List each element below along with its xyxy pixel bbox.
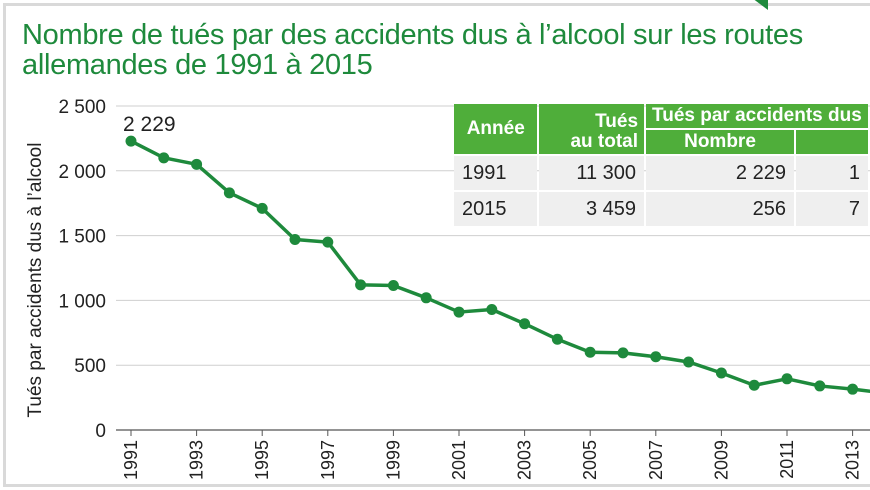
data-point (355, 279, 367, 291)
cell-extra: 1 (795, 156, 868, 190)
corner-mark (752, 0, 768, 10)
data-point (683, 356, 695, 368)
cell-nombre: 2 229 (646, 156, 794, 190)
x-tick-label: 1997 (318, 440, 338, 480)
cell-annee: 1991 (454, 156, 538, 190)
data-point (781, 373, 793, 385)
data-point (125, 135, 137, 147)
header-tues-total-line1: Tués (595, 111, 639, 132)
x-tick-label: 2007 (646, 440, 666, 480)
data-point (387, 279, 399, 291)
data-point (617, 347, 629, 359)
x-tick-label: 1993 (187, 440, 207, 480)
cell-total: 11 300 (539, 156, 645, 190)
series-line (130, 139, 870, 394)
y-tick-label: 0 (95, 421, 106, 442)
data-point (256, 202, 268, 214)
cell-total: 3 459 (539, 192, 645, 226)
data-label: 2 229 (123, 113, 176, 136)
x-tick-label: 2009 (711, 440, 731, 480)
chart-title: Nombre de tués par des accidents dus à l… (22, 20, 870, 80)
chart-title-line2: allemandes de 1991 à 2015 (22, 49, 373, 81)
cell-extra: 7 (795, 192, 868, 226)
x-tick-label: 1999 (383, 440, 403, 480)
y-tick-label: 2 500 (58, 97, 106, 118)
data-point (715, 367, 727, 379)
x-tick-label: 2001 (449, 440, 469, 480)
data-point (847, 383, 859, 395)
y-tick-label: 1 500 (58, 227, 106, 248)
data-point (322, 236, 334, 248)
x-tick-label: 2005 (580, 440, 600, 480)
data-point (289, 233, 301, 245)
header-annee: Année (454, 104, 538, 154)
data-point (158, 152, 170, 164)
data-point (420, 292, 432, 304)
header-tues-total-line2: au total (570, 131, 639, 152)
header-group: Tués par accidents dus (646, 104, 868, 128)
y-tick-label: 1 000 (58, 291, 106, 312)
chart-title-line1: Nombre de tués par des accidents dus à l… (22, 19, 803, 51)
chart-frame (3, 3, 870, 487)
y-tick-label: 500 (74, 356, 106, 377)
table-row: 2015 3 459 256 7 (454, 192, 868, 226)
data-table: Année Tués au total Tués par accidents d… (452, 102, 870, 228)
x-tick-label: 2013 (843, 440, 863, 480)
header-tues-total: Tués au total (539, 104, 645, 154)
x-tick-label: 1995 (252, 440, 272, 480)
data-point (223, 187, 235, 199)
data-point (814, 380, 826, 392)
data-point (650, 351, 662, 363)
data-point (551, 333, 563, 345)
header-nombre: Nombre (646, 130, 794, 154)
data-point (519, 318, 531, 330)
data-point (191, 158, 203, 170)
cell-nombre: 256 (646, 192, 794, 226)
data-point (486, 303, 498, 315)
header-extra (795, 130, 868, 154)
x-tick-label: 1991 (121, 440, 141, 480)
data-point (584, 346, 596, 358)
x-tick-label: 2003 (515, 440, 535, 480)
cell-annee: 2015 (454, 192, 538, 226)
y-tick-label: 2 000 (58, 162, 106, 183)
x-tick-label: 2011 (777, 440, 797, 479)
table-row: 1991 11 300 2 229 1 (454, 156, 868, 190)
data-point (748, 379, 760, 391)
data-point (453, 306, 465, 318)
